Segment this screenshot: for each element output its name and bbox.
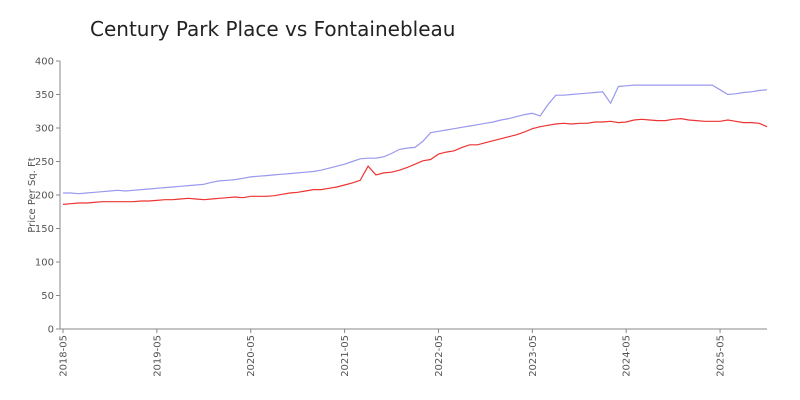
y-tick-label: 150 bbox=[35, 224, 54, 235]
y-tick-label: 400 bbox=[35, 57, 54, 68]
x-tick-label: 2024-05 bbox=[622, 335, 633, 377]
x-tick-label: 2022-05 bbox=[434, 335, 445, 377]
x-tick-label: 2018-05 bbox=[59, 335, 70, 377]
y-tick-label: 0 bbox=[48, 325, 54, 336]
line bbox=[63, 84, 768, 195]
y-tick-label: 200 bbox=[35, 191, 54, 202]
x-tick-label: 2023-05 bbox=[528, 335, 539, 377]
y-tick-label: 250 bbox=[35, 157, 54, 168]
y-tick-label: 50 bbox=[41, 291, 54, 302]
x-tick-label: 2019-05 bbox=[152, 335, 163, 377]
x-tick-label: 2025-05 bbox=[716, 335, 727, 377]
chart-title: Century Park Place vs Fontainebleau bbox=[90, 17, 455, 41]
y-axis-label: Price Per Sq. Ft bbox=[27, 157, 38, 232]
x-tick-label: 2020-05 bbox=[246, 335, 257, 377]
y-tick-label: 100 bbox=[35, 258, 54, 269]
y-tick-label: 350 bbox=[35, 90, 54, 101]
y-tick-label: 300 bbox=[35, 124, 54, 135]
line bbox=[62, 117, 768, 205]
x-tick-label: 2021-05 bbox=[340, 335, 351, 377]
